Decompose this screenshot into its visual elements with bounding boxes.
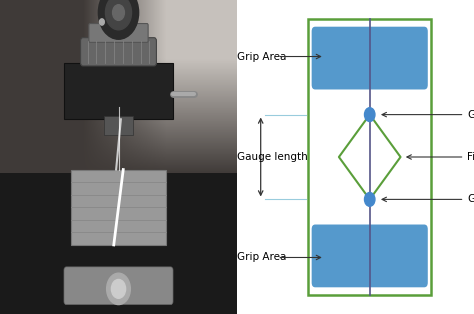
Circle shape: [98, 0, 138, 39]
Text: Grip Area: Grip Area: [237, 252, 286, 263]
FancyBboxPatch shape: [71, 170, 166, 245]
FancyBboxPatch shape: [311, 225, 428, 287]
Text: Grip Area: Grip Area: [237, 51, 286, 62]
FancyBboxPatch shape: [64, 267, 173, 305]
Text: Glue: Glue: [467, 110, 474, 120]
Text: Glue: Glue: [467, 194, 474, 204]
Text: Gauge length: Gauge length: [237, 152, 308, 162]
Circle shape: [107, 273, 130, 305]
Circle shape: [113, 5, 124, 20]
Circle shape: [100, 19, 104, 25]
Bar: [104, 116, 133, 135]
Circle shape: [365, 192, 375, 206]
Circle shape: [111, 279, 126, 298]
Bar: [308, 19, 431, 295]
Circle shape: [105, 0, 131, 30]
FancyBboxPatch shape: [64, 63, 173, 119]
FancyBboxPatch shape: [81, 38, 156, 66]
Bar: [0, 173, 237, 314]
FancyBboxPatch shape: [89, 24, 148, 42]
Circle shape: [365, 108, 375, 122]
Text: Fiber: Fiber: [467, 152, 474, 162]
FancyBboxPatch shape: [311, 27, 428, 89]
